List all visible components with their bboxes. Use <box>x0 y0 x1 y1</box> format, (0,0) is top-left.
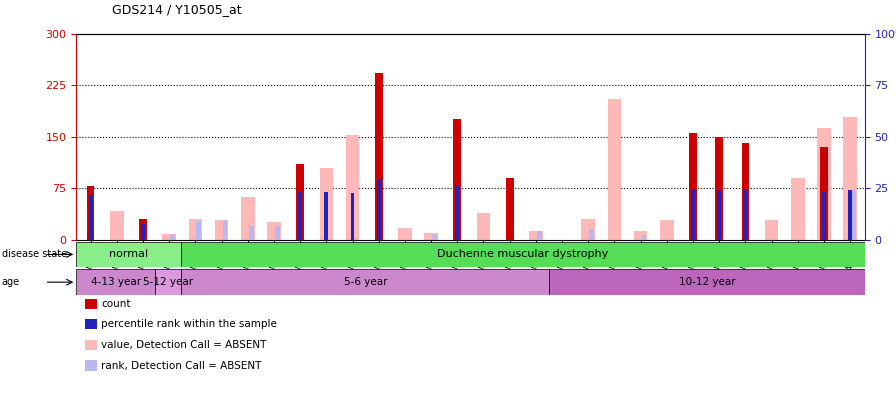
Bar <box>320 168 333 240</box>
Bar <box>582 219 595 240</box>
Bar <box>718 190 721 240</box>
Bar <box>110 211 124 240</box>
Bar <box>181 242 865 267</box>
Bar <box>155 269 181 295</box>
Bar <box>241 197 254 240</box>
Text: percentile rank within the sample: percentile rank within the sample <box>101 319 277 329</box>
Bar <box>215 220 228 240</box>
Bar <box>297 164 304 240</box>
Bar <box>849 190 852 240</box>
Bar <box>549 269 865 295</box>
Bar <box>432 235 437 240</box>
Bar <box>89 195 92 240</box>
Text: count: count <box>101 299 131 309</box>
Bar <box>477 213 490 240</box>
Bar <box>76 242 181 267</box>
Bar <box>715 137 723 240</box>
Bar <box>851 190 856 240</box>
Bar <box>222 220 228 240</box>
Text: 5-6 year: 5-6 year <box>343 277 387 287</box>
Bar <box>822 192 826 240</box>
Bar <box>139 219 147 240</box>
Bar <box>346 135 359 240</box>
Text: GDS214 / Y10505_at: GDS214 / Y10505_at <box>112 3 242 16</box>
Bar <box>537 231 542 240</box>
Bar <box>398 228 412 240</box>
Bar <box>843 117 857 240</box>
Bar <box>87 186 94 240</box>
Text: 5-12 year: 5-12 year <box>143 277 194 287</box>
Bar <box>181 269 549 295</box>
Bar <box>529 231 543 240</box>
Bar <box>791 178 805 240</box>
Bar <box>691 190 695 240</box>
Bar <box>765 220 779 240</box>
Bar <box>375 74 383 240</box>
Text: 10-12 year: 10-12 year <box>678 277 736 287</box>
Bar <box>324 192 328 240</box>
Bar <box>196 221 201 240</box>
Bar <box>188 219 202 240</box>
Text: age: age <box>2 277 20 287</box>
Bar <box>744 190 747 240</box>
Bar <box>162 234 176 240</box>
Bar <box>642 235 646 240</box>
Bar <box>817 128 831 240</box>
Bar <box>76 269 155 295</box>
Bar <box>350 193 355 240</box>
Bar <box>249 226 254 240</box>
Text: normal: normal <box>109 249 148 259</box>
Text: disease state: disease state <box>2 249 67 259</box>
Bar <box>607 99 621 240</box>
Bar <box>820 147 828 240</box>
Bar <box>660 220 674 240</box>
Bar <box>505 178 513 240</box>
Text: Duchenne muscular dystrophy: Duchenne muscular dystrophy <box>437 249 608 259</box>
Bar <box>425 233 438 240</box>
Text: rank, Detection Call = ABSENT: rank, Detection Call = ABSENT <box>101 360 262 371</box>
Bar <box>453 120 461 240</box>
Bar <box>633 231 648 240</box>
Bar <box>267 223 280 240</box>
Bar <box>455 185 460 240</box>
Bar <box>689 133 697 240</box>
Bar <box>170 235 175 240</box>
Text: value, Detection Call = ABSENT: value, Detection Call = ABSENT <box>101 340 267 350</box>
Bar <box>742 143 749 240</box>
Bar <box>376 179 381 240</box>
Bar <box>275 226 280 240</box>
Bar <box>590 229 594 240</box>
Text: 4-13 year: 4-13 year <box>90 277 141 287</box>
Bar <box>141 225 145 240</box>
Bar <box>298 192 302 240</box>
